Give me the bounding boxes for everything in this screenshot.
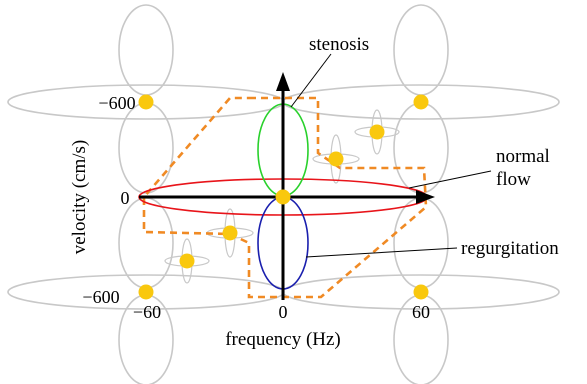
x-tick-label-right: 60 <box>412 302 430 322</box>
normal-flow-leader-line <box>408 170 492 189</box>
alias-ellipse-top-right-vertical-upper <box>393 4 449 96</box>
aliasing-boundary-dashed <box>142 96 428 299</box>
x-tick-label-left: −60 <box>133 302 161 322</box>
y-axis-arrowhead <box>276 72 290 91</box>
y-tick-label-bottom: −600 <box>82 287 119 307</box>
normal-flow-label-line-2: flow <box>496 169 531 190</box>
marker-top-right <box>413 94 429 110</box>
marker-bottom-right <box>413 284 429 300</box>
alias-ellipse-top-left-vertical-upper <box>118 4 174 96</box>
alias-ellipse-top-left-vertical-lower <box>118 102 174 194</box>
normal-flow-label-line-1: normal <box>496 146 550 167</box>
x-axis-arrowhead <box>416 190 435 204</box>
markers <box>138 94 429 300</box>
stenosis-leader-line <box>290 53 332 108</box>
marker-top-left <box>138 94 154 110</box>
x-tick-label-zero: 0 <box>279 302 288 322</box>
marker-lower-left-2 <box>179 253 195 269</box>
x-axis-label: frequency (Hz) <box>225 329 341 350</box>
regurgitation-leader-line <box>305 247 458 258</box>
leader-lines <box>290 53 492 258</box>
alias-ellipse-top-right-vertical-lower <box>393 102 449 194</box>
marker-upper-right-2 <box>328 151 344 167</box>
regurgitation-label: regurgitation <box>461 238 559 259</box>
stenosis-label: stenosis <box>309 34 369 55</box>
marker-center <box>275 189 291 205</box>
y-axis-label: velocity (cm/s) <box>69 140 90 255</box>
y-tick-label-zero: 0 <box>121 188 130 208</box>
y-tick-label-top: −600 <box>98 93 135 113</box>
marker-upper-right-1 <box>369 124 385 140</box>
marker-bottom-left <box>138 284 154 300</box>
marker-lower-left-1 <box>222 225 238 241</box>
